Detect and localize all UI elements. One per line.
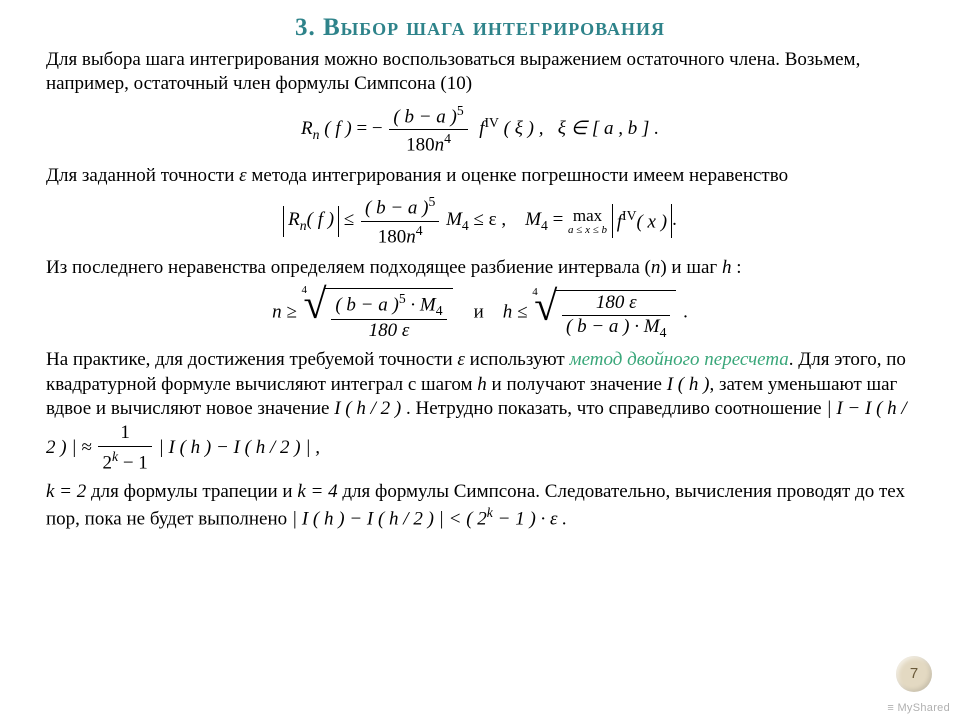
watermark: ≡ MyShared [887,702,950,714]
p4b: используют [465,349,570,370]
p4h: h [477,374,487,395]
f1-neg: − [372,118,387,139]
f2-max-top: max [568,207,607,224]
p4Ih: I ( h ) [667,374,710,395]
f1-xiin: ξ ∈ [558,118,587,139]
p4d: и получают значение [487,374,667,395]
para-partition: Из последнего неравенства определяем под… [46,256,914,280]
f3-end: . [683,302,688,323]
f1-num: ( b − a ) [393,106,456,127]
formula-inequality: Rn( f ) ≤ ( b − a )5 180n4 M4 ≤ ε , M4 =… [46,194,914,247]
p2b: метода интегрирования и оценке погрешнос… [247,165,788,186]
f2-num-exp: 5 [428,194,435,209]
f2-iv: IV [622,208,636,223]
f1-den2-exp: 4 [444,131,451,146]
f4-den1: 2 [102,453,112,474]
p4green: метод двойного пересчета [569,349,788,370]
slide-page: 3. Выбор шага интегрирования Для выбора … [0,0,960,720]
f2-frac: ( b − a )5 180n4 [361,194,439,247]
f2-le1: ≤ [344,209,354,230]
f3-n: n ≥ [272,302,297,323]
f3-hden: ( b − a ) · M [566,316,660,337]
f3-nnum: ( b − a ) [335,294,398,315]
p4f: . Нетрудно показать, что справедливо соо… [401,398,826,419]
p5c: k = 4 [297,481,337,502]
f2-max: max a ≤ x ≤ b [568,207,607,236]
p5b: для формулы трапеции и [86,481,297,502]
para-epsilon: Для заданной точности ε метода интегриро… [46,164,914,188]
p4Ih2: I ( h / 2 ) [334,398,401,419]
f3-root-h: 4 √ 180 ε ( b − a ) · M4 [534,288,676,338]
p5a: k = 2 [46,481,86,502]
f4-dent: − 1 [118,453,148,474]
f2-max-sub: a ≤ x ≤ b [568,224,607,236]
f4-num: 1 [98,421,151,447]
f1-arg: ( f ) [324,118,351,139]
para-k-values: k = 2 для формулы трапеции и k = 4 для ф… [46,480,914,532]
intro-paragraph: Для выбора шага интегрирования можно вос… [46,48,914,97]
f2-num: ( b − a ) [365,198,428,219]
f2-x: ( x ) [636,212,667,233]
f2-abs: Rn( f ) [283,206,339,237]
f3-hdens: 4 [660,325,667,340]
p2-eps: ε [239,165,247,186]
f2-R: R [288,209,300,230]
f2-den2-exp: 4 [416,223,423,238]
p3a: Из последнего неравенства определяем под… [46,257,651,278]
f3-hnum: 180 ε [562,293,670,316]
p2a: Для заданной точности [46,165,239,186]
f2-M4eq: M [525,209,541,230]
f2-den2: n [406,226,416,247]
f3-h: h ≤ [503,302,528,323]
formula-remainder: Rn ( f ) = − ( b − a )5 180n4 fIV ( ξ ) … [46,103,914,156]
f2-arg: ( f ) [307,209,334,230]
f1-interval: [ a , b ] . [592,118,659,139]
f4-frac: 1 2k − 1 [98,421,151,476]
f3-nnume: 5 [399,291,406,306]
para-practice: На практике, для достижения требуемой то… [46,348,914,476]
p3n: n [651,257,661,278]
f3-mid: и [474,302,484,323]
f3-nMs: 4 [436,303,443,318]
f1-xiarg: ( ξ ) , [504,118,544,139]
p3c: : [731,257,741,278]
f2-M4eqs: 4 [541,218,548,233]
f2-den1: 180 [378,226,407,247]
f5-a: | I ( h ) − I ( h / 2 ) | < ( 2 [292,509,487,530]
f2-le2: ≤ ε , [474,209,507,230]
p4eps: ε [457,349,465,370]
f1-iv: IV [484,114,498,129]
f2-M4: M [446,209,462,230]
p4a: На практике, для достижения требуемой то… [46,349,457,370]
page-number-badge: 7 [896,656,932,692]
f2-M4s: 4 [462,218,469,233]
f3-root-n: 4 √ ( b − a )5 · M4 180 ε [304,286,453,340]
f4-rhs: | I ( h ) − I ( h / 2 ) | , [159,437,321,458]
f2-abs2: fIV( x ) [612,204,672,237]
formula-n-h: n ≥ 4 √ ( b − a )5 · M4 180 ε и h ≤ 4 √ … [46,286,914,340]
f1-Rn-sub: n [313,127,320,142]
f1-den1: 180 [406,134,435,155]
f2-dot: . [672,209,677,230]
f1-frac: ( b − a )5 180n4 [389,103,467,156]
f2-n: n [300,217,307,232]
section-title: 3. Выбор шага интегрирования [46,14,914,42]
p3b: ) и шаг [660,257,722,278]
f1-Rn: R [301,118,313,139]
f1-num-exp: 5 [457,103,464,118]
f3-nden: 180 ε [331,320,446,342]
f3-nM: · M [406,294,436,315]
f1-den2: n [435,134,445,155]
f5-b: − 1 ) · ε . [493,509,567,530]
f2-eq: = [548,209,568,230]
